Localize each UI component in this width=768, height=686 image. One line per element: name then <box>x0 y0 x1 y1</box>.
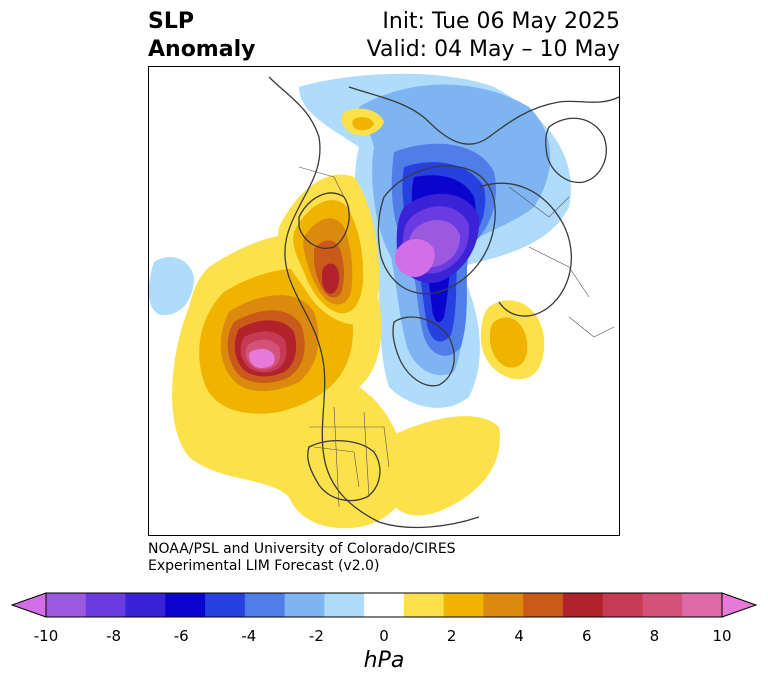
colorbar-segment <box>403 593 445 617</box>
map-canvas <box>149 73 619 529</box>
colorbar-segment <box>523 593 564 617</box>
init-date: Init: Tue 06 May 2025 <box>382 9 620 34</box>
colorbar-segment <box>85 593 127 617</box>
credit-line-2: Experimental LIM Forecast (v2.0) <box>148 558 380 574</box>
positive-anomaly-siberia-east <box>480 300 545 380</box>
colorbar-segment <box>165 593 206 617</box>
positive-anomaly-south-east <box>341 108 500 516</box>
colorbar-tick-label: -2 <box>308 627 324 645</box>
colorbar-segments <box>10 592 758 618</box>
colorbar-tick-label: 6 <box>582 627 592 645</box>
colorbar-tick-label: -6 <box>173 627 189 645</box>
colorbar-segment <box>125 593 166 617</box>
negative-anomaly-north-atlantic <box>299 73 571 408</box>
colorbar-tick-label: 10 <box>712 627 732 645</box>
colorbar-arrow-low <box>10 592 47 618</box>
colorbar-tick-label: -8 <box>106 627 122 645</box>
credit-line-1: NOAA/PSL and University of Colorado/CIRE… <box>148 541 456 557</box>
colorbar-tick-label: 4 <box>514 627 524 645</box>
forecast-dates: Init: Tue 06 May 2025 Valid: 04 May – 10… <box>367 8 620 64</box>
colorbar-segment <box>483 593 524 617</box>
colorbar-segment <box>46 593 87 617</box>
colorbar-segment <box>284 593 325 617</box>
colorbar-segment <box>364 593 405 617</box>
credit-text: NOAA/PSL and University of Colorado/CIRE… <box>148 541 456 575</box>
colorbar-tick-label: -4 <box>241 627 257 645</box>
colorbar-segment <box>443 593 484 617</box>
colorbar-tick-label: 0 <box>379 627 389 645</box>
colorbar-segment <box>205 593 246 617</box>
colorbar-tick-label: 8 <box>649 627 660 645</box>
map-title: SLP Anomaly <box>148 8 255 64</box>
valid-range: Valid: 04 May – 10 May <box>366 37 620 62</box>
colorbar-segment <box>602 593 643 617</box>
title-line-2: Anomaly <box>148 37 256 62</box>
colorbar-outline <box>45 592 723 618</box>
positive-anomaly-greenland <box>278 174 380 325</box>
colorbar-units: hPa <box>363 648 405 673</box>
slp-anomaly-map <box>148 66 620 536</box>
colorbar-arrow-high <box>721 592 758 618</box>
political-borders <box>298 166 615 508</box>
colorbar <box>10 592 758 618</box>
colorbar-segment <box>324 593 365 617</box>
title-line-1: SLP <box>148 9 194 34</box>
colorbar-segment <box>642 593 683 617</box>
negative-anomaly-west <box>149 257 194 316</box>
colorbar-segment <box>562 593 604 617</box>
colorbar-segment <box>682 593 723 617</box>
colorbar-tick-label: 2 <box>446 627 457 645</box>
colorbar-tick-label: -10 <box>33 627 59 645</box>
colorbar-segment <box>244 593 286 617</box>
coastlines <box>268 76 619 529</box>
